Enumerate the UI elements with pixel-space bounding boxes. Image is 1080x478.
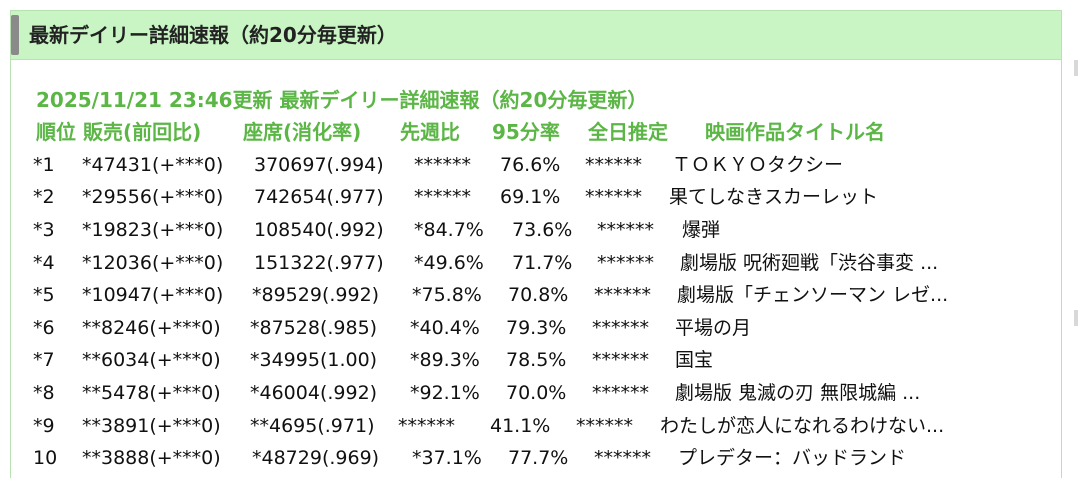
rank-cell: *8 [33,382,55,404]
pct95-cell: 70.0% [506,382,567,404]
report-title: 2025/11/21 23:46更新 最新デイリー詳細速報（約20分毎更新） [36,88,648,112]
seats-cell: *34995(1.00) [250,349,378,371]
last-week-cell: *37.1% [412,447,482,469]
pct95-cell: 69.1% [500,186,561,208]
table-row: *5 *10947(+***0) *89529(.992) *75.8% 70.… [0,281,1050,314]
last-week-cell: *89.3% [410,349,480,371]
sales-cell: **5478(+***0) [82,382,221,404]
movie-title-cell: 劇場版 呪術廻戦「渋谷事変 ... [680,252,939,274]
daily-report-panel: 最新デイリー詳細速報（約20分毎更新） [10,10,1062,478]
column-header-last-week: 先週比 [400,120,460,144]
table-row: *6 **8246(+***0) *87528(.985) *40.4% 79.… [0,314,1050,347]
sales-cell: *19823(+***0) [82,219,224,241]
last-week-cell: ****** [398,415,455,437]
rank-cell: *9 [33,415,55,437]
seats-cell: *87528(.985) [250,317,378,339]
sales-cell: *10947(+***0) [82,284,224,306]
seats-cell: *46004(.992) [250,382,378,404]
full-day-cell: ****** [597,219,654,241]
table-row: *7 **6034(+***0) *34995(1.00) *89.3% 78.… [0,346,1050,379]
pct95-cell: 73.6% [512,219,573,241]
pct95-cell: 71.7% [512,252,573,274]
pct95-cell: 78.5% [506,349,567,371]
rank-cell: *1 [33,154,55,176]
full-day-cell: ****** [592,349,649,371]
last-week-cell: ****** [414,186,471,208]
movie-title-cell: 劇場版 鬼滅の刃 無限城編 ... [675,382,921,404]
movie-title-cell: ＴＯＫＹＯタクシー [672,154,844,176]
movie-title-cell: わたしが恋人になれるわけない... [660,415,945,437]
table-row: *9 **3891(+***0) **4695(.971) ****** 41.… [0,412,1050,445]
rank-cell: *4 [33,252,55,274]
pct95-cell: 70.8% [508,284,569,306]
full-day-cell: ****** [594,284,651,306]
table-row: *8 **5478(+***0) *46004(.992) *92.1% 70.… [0,379,1050,412]
seats-cell: 370697(.994) [254,154,384,176]
full-day-cell: ****** [592,317,649,339]
table-row: *3 *19823(+***0) 108540(.992) *84.7% 73.… [0,216,1050,249]
pct95-cell: 77.7% [508,447,569,469]
full-day-cell: ****** [597,252,654,274]
movie-title-cell: 国宝 [675,349,714,371]
seats-cell: **4695(.971) [250,415,375,437]
sales-cell: **8246(+***0) [82,317,221,339]
rank-cell: *5 [33,284,55,306]
last-week-cell: *75.8% [412,284,482,306]
column-header-rank-sales: 順位 販売(前回比) [36,120,202,144]
full-day-cell: ****** [576,415,633,437]
rank-cell: *2 [33,186,55,208]
full-day-cell: ****** [592,382,649,404]
sales-cell: *29556(+***0) [82,186,224,208]
last-week-cell: *84.7% [414,219,484,241]
movie-title-cell: 果てしなきスカーレット [669,186,879,208]
sales-cell: *47431(+***0) [82,154,224,176]
rank-cell: *3 [33,219,55,241]
seats-cell: 108540(.992) [254,219,384,241]
full-day-cell: ****** [585,154,642,176]
sales-cell: **3891(+***0) [82,415,221,437]
movie-title-cell: プレデター：バッドランド [678,447,907,469]
table-row: *1 *47431(+***0) 370697(.994) ****** 76.… [0,151,1050,184]
movie-title-cell: 劇場版「チェンソーマン レゼ... [677,284,949,306]
column-header-full-day: 全日推定 [588,120,668,144]
seats-cell: 151322(.977) [254,252,384,274]
column-header-seats: 座席(消化率) [243,120,362,144]
rank-cell: *6 [33,317,55,339]
panel-title: 最新デイリー詳細速報（約20分毎更新） [29,23,397,47]
column-header-movie-title: 映画作品タイトル名 [705,120,885,144]
table-row: 10 **3888(+***0) *48729(.969) *37.1% 77.… [0,444,1050,477]
movie-title-cell: 爆弾 [682,219,721,241]
sales-cell: **6034(+***0) [82,349,221,371]
last-week-cell: *40.4% [410,317,480,339]
header-accent-bar [11,15,19,55]
pct95-cell: 79.3% [506,317,567,339]
column-header-95pct: 95分率 [492,120,560,144]
full-day-cell: ****** [594,447,651,469]
last-week-cell: *92.1% [410,382,480,404]
seats-cell: 742654(.977) [254,186,384,208]
movie-title-cell: 平場の月 [675,317,752,339]
rank-cell: 10 [33,447,58,469]
table-row: *2 *29556(+***0) 742654(.977) ****** 69.… [0,183,1050,216]
sales-cell: *12036(+***0) [82,252,224,274]
last-week-cell: *49.6% [414,252,484,274]
seats-cell: *48729(.969) [252,447,380,469]
panel-header: 最新デイリー詳細速報（約20分毎更新） [11,11,1061,60]
scrollbar-marker [1074,60,1078,76]
pct95-cell: 41.1% [490,415,551,437]
last-week-cell: ****** [414,154,471,176]
full-day-cell: ****** [585,186,642,208]
rank-cell: *7 [33,349,55,371]
table-row: *4 *12036(+***0) 151322(.977) *49.6% 71.… [0,249,1050,282]
seats-cell: *89529(.992) [252,284,380,306]
scrollbar-marker [1074,310,1078,326]
page-scrollbar[interactable] [1072,0,1080,478]
sales-cell: **3888(+***0) [82,447,221,469]
pct95-cell: 76.6% [500,154,561,176]
